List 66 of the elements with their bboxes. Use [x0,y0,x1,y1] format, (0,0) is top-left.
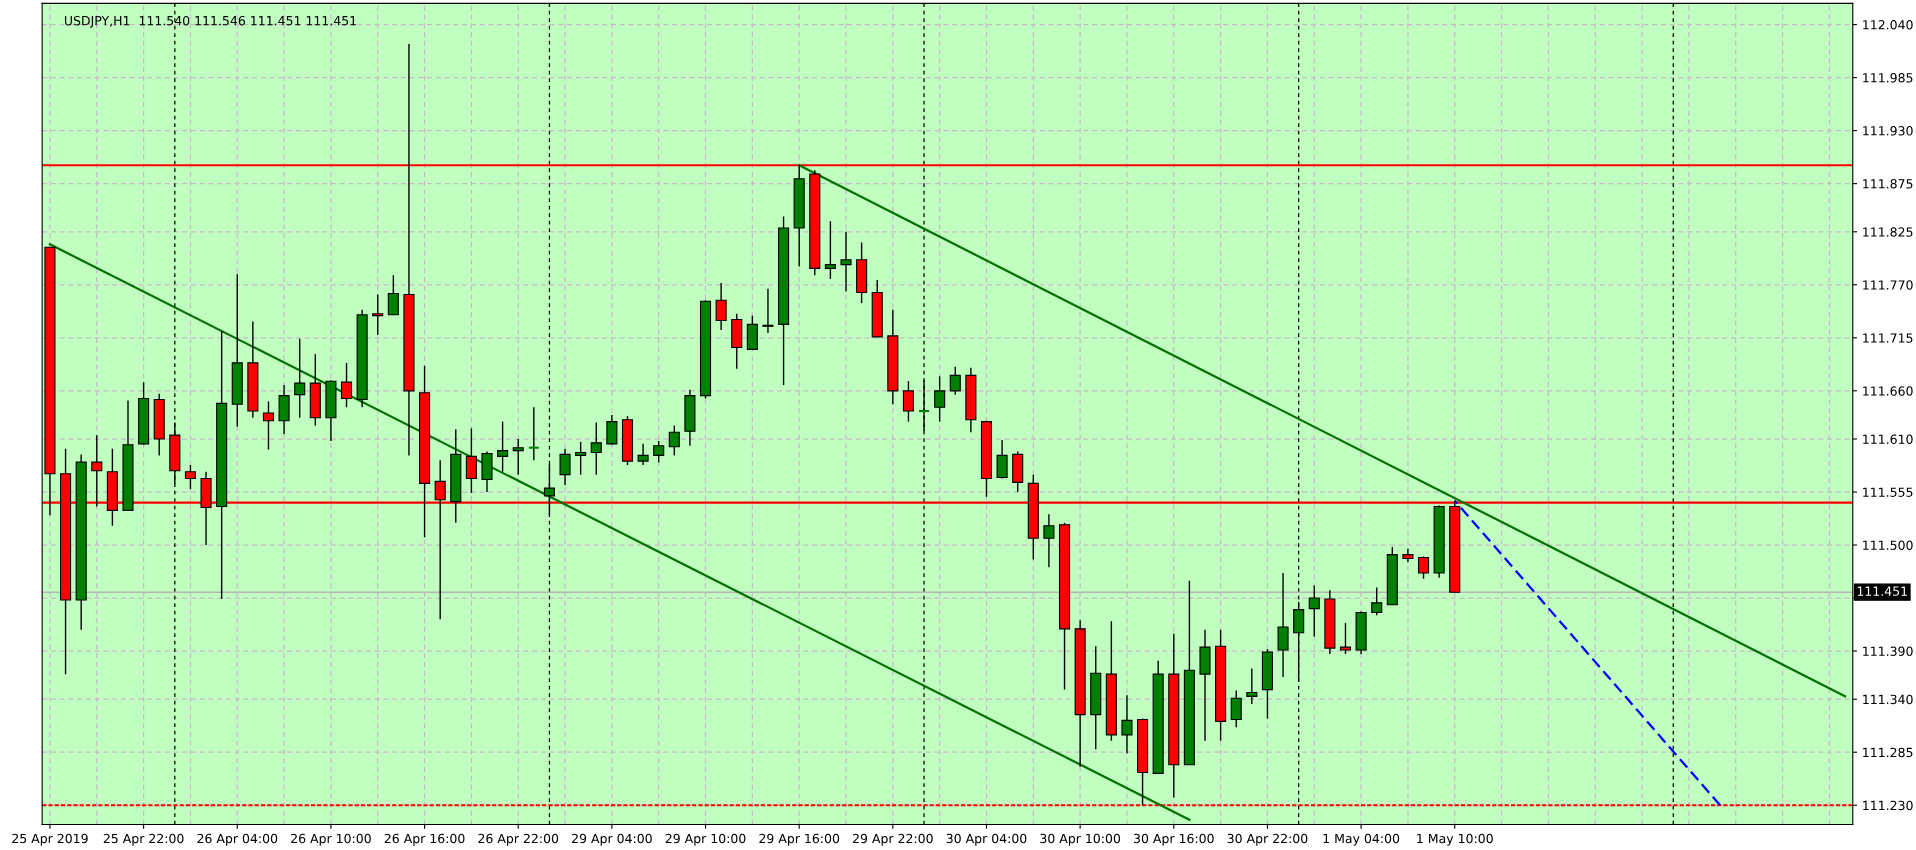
x-tick-label: 26 Apr 10:00 [291,833,371,846]
y-tick-label: 111.230 [1863,800,1913,811]
x-tick-label: 26 Apr 22:00 [478,833,559,846]
candlestick [934,375,946,423]
y-tick-label: 111.390 [1863,646,1913,656]
candlestick [840,231,852,293]
candlestick [527,406,540,461]
x-tick-label: 29 Apr 10:00 [665,833,746,846]
candlestick [372,293,384,336]
candlestick [1308,584,1320,638]
candlestick [1339,622,1352,655]
candlestick [1043,513,1055,568]
x-tick-label: 1 May 10:00 [1417,833,1493,846]
y-tick-label: 111.770 [1863,280,1913,290]
ref-line-label: 111.451 [1857,586,1907,596]
y-tick-label: 111.285 [1863,747,1913,758]
x-tick-label: 25 Apr 22:00 [103,833,184,846]
candlestick [668,424,680,457]
candlestick [902,380,914,423]
x-tick-label: 26 Apr 16:00 [384,833,465,846]
candlestick [262,400,275,451]
x-tick-label: 30 Apr 16:00 [1133,833,1214,846]
y-tick-label: 111.825 [1863,227,1913,237]
candlestick [184,464,196,490]
y-tick-label: 111.660 [1863,386,1913,396]
candlestick [1230,689,1242,728]
y-tick-label: 111.985 [1863,73,1913,83]
y-tick-label: 111.555 [1863,487,1913,497]
y-tick-label: 111.715 [1863,333,1913,343]
candlestick [996,439,1008,480]
candlestick [1371,586,1383,617]
candlestick [715,282,727,331]
candlestick [497,420,509,473]
candlestick [559,447,571,486]
candlestick [465,427,477,494]
candlestick [762,287,774,334]
candlestick [294,338,306,419]
x-tick-label: 26 Apr 04:00 [197,833,278,846]
candlestick [824,220,836,280]
y-tick-label: 111.875 [1863,179,1913,189]
y-tick-label: 111.930 [1863,126,1913,136]
candlestick [1277,572,1289,678]
y-tick-label: 111.610 [1863,434,1913,444]
x-tick-label: 25 Apr 2019 [12,833,88,846]
x-tick-label: 29 Apr 04:00 [572,833,652,846]
x-tick-label: 30 Apr 10:00 [1040,833,1121,846]
x-tick-label: 29 Apr 16:00 [759,833,840,846]
candlestick [1246,667,1258,705]
candlestick [575,441,587,476]
y-tick-label: 112.040 [1863,20,1913,30]
y-tick-label: 111.340 [1863,694,1913,705]
candlestick [637,443,649,466]
candlestick [606,414,618,446]
candlestick [590,421,602,476]
candlestick [1121,694,1133,754]
x-tick-label: 30 Apr 22:00 [1227,833,1308,846]
candlestick [387,274,399,316]
candlestick [949,366,961,396]
candlestick [512,438,524,476]
text: USDJPY,H1 111.540 111.546 111.451 111.451 [64,15,356,28]
y-tick-label: 111.500 [1863,540,1913,550]
x-tick-label: 30 Apr 04:00 [946,833,1027,846]
x-tick-label: 1 May 04:00 [1323,833,1400,846]
x-tick-label: 29 Apr 22:00 [853,833,933,846]
candlestick [340,362,353,408]
candlestick [653,440,665,463]
